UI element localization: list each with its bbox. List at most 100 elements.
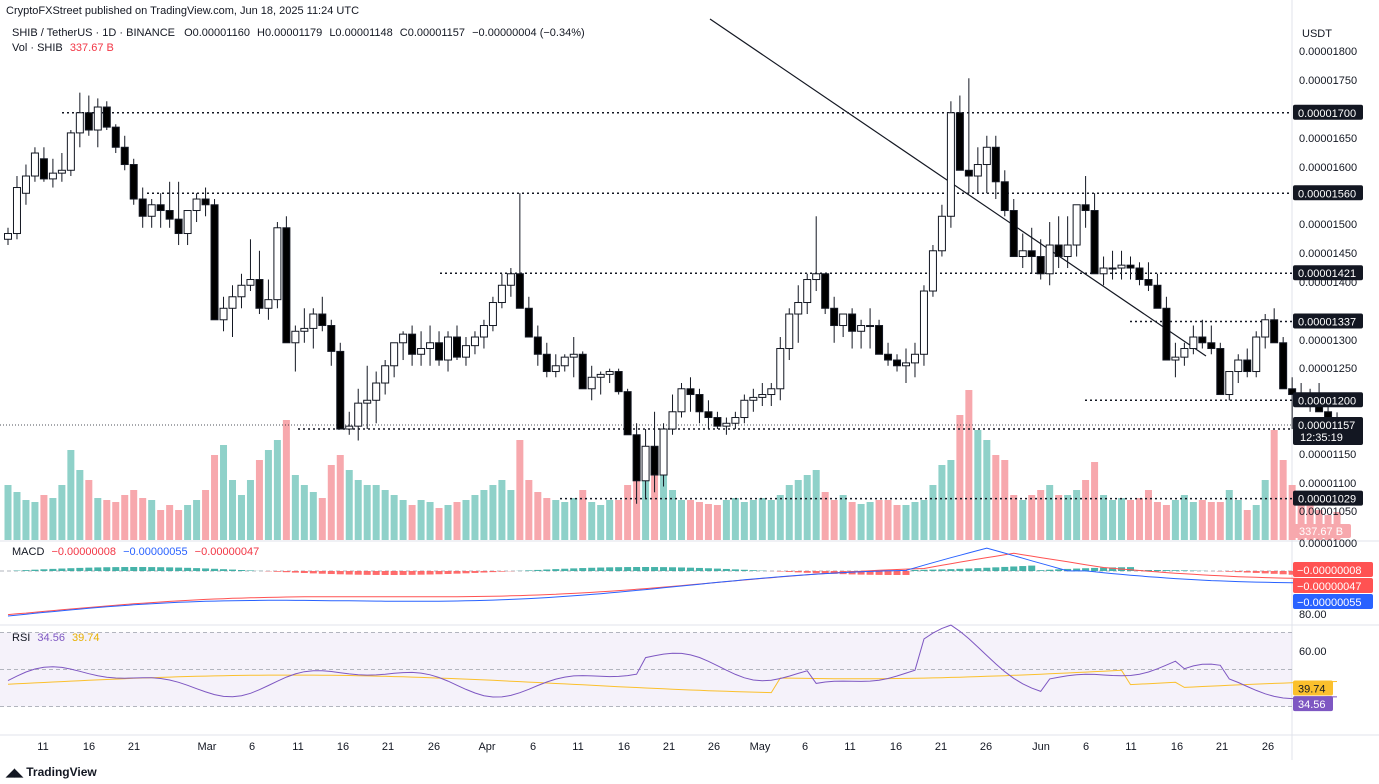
time-tick: Mar (198, 741, 217, 753)
macd-histogram-bar (1091, 567, 1099, 571)
macd-signal-value: −0.00000047 (194, 546, 260, 558)
price-tick: 0.00001650 (1299, 133, 1357, 145)
candle (84, 112, 93, 131)
volume-bar (740, 502, 748, 540)
volume-bar (794, 480, 802, 540)
macd-title[interactable]: MACD (12, 546, 45, 558)
level-tag: 0.00001560 (1298, 188, 1356, 200)
volume-bar (785, 485, 793, 540)
candle (875, 325, 884, 355)
candle (435, 342, 444, 361)
macd-histogram-bar (1001, 566, 1009, 571)
rsi-tag: 34.56 (1298, 699, 1326, 711)
level-tag-bg (1293, 104, 1363, 120)
volume-bar (345, 470, 353, 540)
volume-bar (4, 485, 12, 540)
volume-bar (1252, 505, 1260, 540)
candle (1144, 279, 1153, 286)
volume-bar (1162, 505, 1170, 540)
volume-bar (381, 490, 389, 540)
volume-bar (417, 500, 425, 540)
level-tag-bg (1293, 392, 1363, 408)
candle (12, 187, 21, 235)
macd-histogram-bar (857, 571, 865, 575)
volume-bar (1171, 500, 1179, 540)
macd-histogram-bar (911, 569, 919, 571)
rsi-tick: 80.00 (1299, 609, 1327, 621)
macd-line-value: −0.00000055 (123, 546, 188, 558)
macd-histogram-bar (202, 568, 210, 571)
candle (1189, 336, 1198, 350)
macd-histogram-bar (884, 571, 892, 575)
macd-histogram-bar (1064, 568, 1072, 571)
candle (641, 445, 650, 482)
candle (1063, 244, 1072, 258)
candle (506, 273, 515, 286)
macd-histogram-bar (1279, 571, 1287, 575)
time-tick: 21 (382, 741, 394, 753)
volume-bar (1216, 502, 1224, 540)
macd-histogram-bar (651, 567, 659, 571)
macd-histogram-bar (947, 569, 955, 571)
macd-histogram-bar (543, 569, 551, 571)
candle (282, 227, 291, 344)
macd-histogram-bar (1171, 570, 1179, 571)
volume-bar (1297, 495, 1305, 540)
macd-histogram-bar (453, 571, 461, 574)
candle (515, 273, 524, 309)
rsi-ma-tag: 39.74 (1298, 683, 1326, 695)
macd-histogram-bar (139, 567, 147, 571)
currency-label[interactable]: USDT (1302, 28, 1332, 40)
volume-label[interactable]: Vol · SHIB (12, 42, 63, 54)
candle (695, 394, 704, 413)
volume-bar (606, 500, 614, 540)
price-tick: 0.00001750 (1299, 75, 1357, 87)
time-tick: 26 (1262, 741, 1274, 753)
volume-bar (830, 500, 838, 540)
macd-histogram-bar (1270, 571, 1278, 574)
volume-bar (525, 480, 533, 540)
volume-bar (857, 504, 865, 540)
level-tag: 0.00001421 (1298, 268, 1356, 280)
macd-tag: −0.00000055 (1297, 597, 1362, 609)
volume-bar (139, 498, 147, 540)
candle (1045, 244, 1054, 275)
macd-tag: −0.00000008 (1297, 565, 1362, 577)
symbol-name[interactable]: SHIB / TetherUS · 1D · BINANCE (12, 27, 176, 39)
volume-bar (435, 508, 443, 540)
rsi-line (7, 624, 1338, 700)
candle (102, 106, 111, 128)
macd-histogram-bar (462, 571, 470, 574)
candle (955, 112, 964, 171)
price-tick: 0.00001300 (1299, 335, 1357, 347)
macd-histogram-bar (1100, 567, 1108, 571)
macd-histogram-bar (130, 567, 138, 571)
time-tick: 21 (935, 741, 947, 753)
volume-bar (947, 460, 955, 540)
candle (1072, 204, 1081, 246)
candle (120, 146, 129, 166)
price-tick: 0.00001500 (1299, 219, 1357, 231)
macd-tag-bg (1293, 594, 1373, 609)
time-tick: 11 (1125, 741, 1136, 753)
macd-histogram-bar (85, 567, 93, 571)
candle (201, 198, 210, 206)
volume-bar (624, 485, 632, 540)
macd-histogram-bar (480, 571, 488, 573)
macd-histogram-bar (669, 567, 677, 571)
volume-bar (1144, 490, 1152, 540)
candle (803, 279, 812, 304)
candle (336, 350, 345, 430)
candle (1243, 359, 1252, 373)
macd-histogram-bar (327, 571, 335, 575)
candle (470, 336, 479, 347)
candle (1198, 336, 1207, 344)
tradingview-logo[interactable]: ◢◣ TradingView (6, 765, 97, 779)
candle (937, 215, 946, 252)
macd-histogram-bar (624, 567, 632, 571)
macd-histogram-bar (381, 571, 389, 575)
rsi-title[interactable]: RSI (12, 632, 31, 644)
volume-bar (67, 450, 75, 540)
volume-bar (1037, 490, 1045, 540)
